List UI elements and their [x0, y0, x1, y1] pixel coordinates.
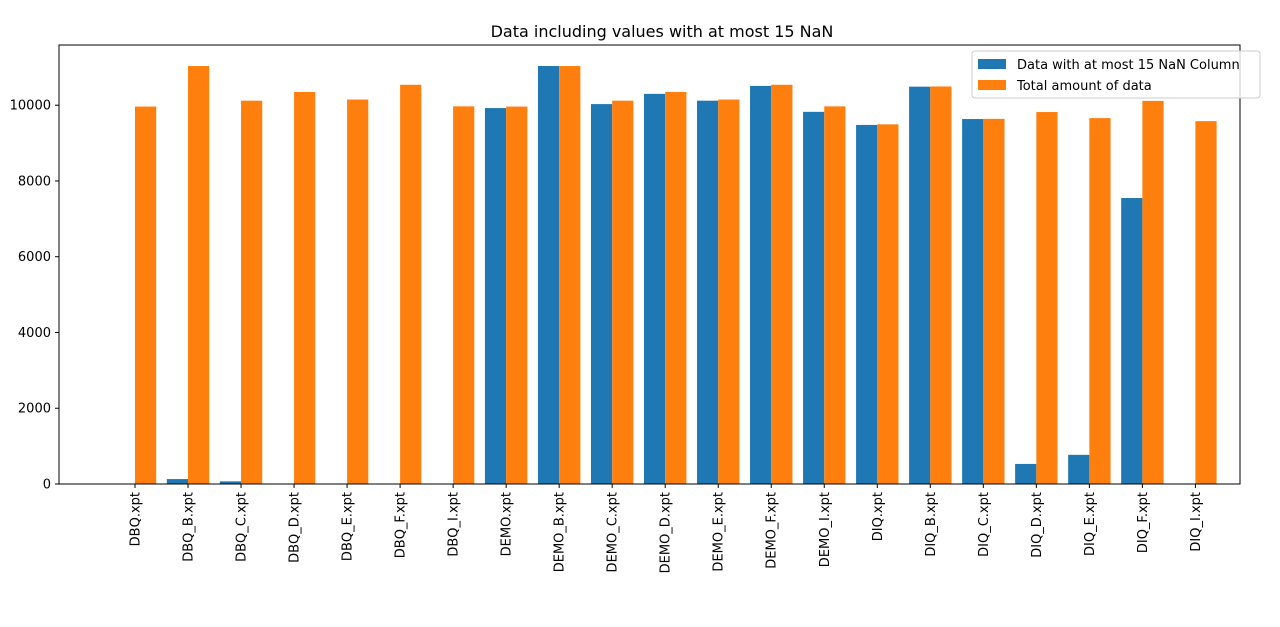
x-tick-label-18: DIQ_E.xpt — [1083, 492, 1098, 556]
bar-data-with-at-most-15-nan-7 — [484, 108, 507, 484]
bar-total-amount-0 — [135, 106, 157, 484]
bar-total-amount-4 — [347, 99, 369, 484]
bar-total-amount-6 — [453, 106, 475, 485]
bar-data-with-at-most-15-nan-17 — [1015, 463, 1037, 484]
chart-title: Data including values with at most 15 Na… — [491, 22, 834, 41]
bars-layer — [135, 66, 1217, 485]
bar-data-with-at-most-15-nan-2 — [219, 481, 242, 484]
x-tick-label-5: DBQ_F.xpt — [394, 492, 409, 558]
x-tick-label-6: DBQ_I.xpt — [447, 492, 462, 557]
x-tick-label-1: DBQ_B.xpt — [182, 492, 197, 562]
bar-total-amount-17 — [1036, 112, 1058, 484]
y-tick-label-2: 4000 — [18, 326, 51, 341]
x-tick-label-2: DBQ_C.xpt — [235, 492, 250, 562]
bar-data-with-at-most-15-nan-12 — [750, 85, 772, 484]
axes-layer: 0 2000 4000 6000 8000 10000 DBQ.xpt DBQ_B.xpt DB… — [10, 44, 1241, 573]
plot-frame — [58, 44, 1241, 485]
y-tick-label-0: 0 — [43, 478, 51, 493]
bar-total-amount-10 — [665, 91, 687, 484]
bar-total-amount-11 — [718, 99, 740, 484]
bar-data-with-at-most-15-nan-16 — [962, 119, 984, 484]
x-tick-label-20: DIQ_I.xpt — [1189, 492, 1204, 552]
bar-data-with-at-most-15-nan-18 — [1068, 454, 1090, 484]
bar-data-with-at-most-15-nan-15 — [909, 86, 931, 485]
y-tick-label-4: 8000 — [18, 174, 51, 189]
x-tick-label-10: DEMO_D.xpt — [659, 492, 674, 573]
x-tick-label-4: DBQ_E.xpt — [341, 492, 356, 561]
x-tick-label-7: DEMO.xpt — [500, 492, 515, 556]
bar-total-amount-19 — [1142, 100, 1164, 484]
bar-total-amount-3 — [294, 91, 316, 484]
bar-data-with-at-most-15-nan-10 — [644, 93, 666, 485]
x-tick-label-3: DBQ_D.xpt — [288, 492, 303, 563]
bar-total-amount-2 — [241, 100, 263, 484]
x-tick-label-19: DIQ_F.xpt — [1136, 492, 1151, 553]
bar-total-amount-14 — [877, 124, 899, 484]
bar-data-with-at-most-15-nan-14 — [856, 124, 878, 485]
x-tick-label-14: DIQ.xpt — [871, 492, 886, 541]
legend-label-1: Total amount of data — [1016, 79, 1152, 94]
bar-total-amount-15 — [930, 86, 952, 485]
bar-total-amount-16 — [983, 118, 1005, 484]
x-tick-label-12: DEMO_F.xpt — [765, 492, 780, 569]
bar-total-amount-1 — [188, 66, 210, 484]
bar-data-with-at-most-15-nan-1 — [166, 479, 189, 484]
bar-total-amount-9 — [612, 100, 634, 484]
x-tick-label-8: DEMO_B.xpt — [553, 492, 568, 572]
bar-data-with-at-most-15-nan-8 — [537, 66, 560, 484]
legend-swatch-0 — [978, 59, 1006, 69]
bar-total-amount-20 — [1195, 121, 1217, 485]
x-tick-label-0: DBQ.xpt — [129, 492, 144, 546]
y-tick-label-5: 10000 — [10, 99, 51, 114]
bar-data-with-at-most-15-nan-13 — [803, 111, 825, 484]
x-tick-label-15: DIQ_B.xpt — [924, 492, 939, 557]
bar-total-amount-12 — [771, 84, 793, 484]
bar-total-amount-13 — [824, 106, 846, 485]
x-tick-label-11: DEMO_E.xpt — [712, 492, 727, 572]
legend-swatch-1 — [978, 80, 1006, 90]
x-tick-label-9: DEMO_C.xpt — [606, 492, 621, 572]
x-tick-label-17: DIQ_D.xpt — [1030, 492, 1045, 558]
x-tick-label-13: DEMO_I.xpt — [818, 492, 833, 567]
bar-total-amount-8 — [559, 66, 581, 484]
bar-data-with-at-most-15-nan-9 — [590, 104, 613, 484]
y-tick-label-1: 2000 — [18, 402, 51, 417]
x-tick-label-16: DIQ_C.xpt — [977, 492, 992, 557]
legend-box — [971, 50, 1261, 99]
legend-label-0: Data with at most 15 NaN Column — [1017, 58, 1240, 73]
bar-data-with-at-most-15-nan-11 — [697, 100, 719, 484]
legend: Data with at most 15 NaN Column Total amo… — [971, 50, 1261, 99]
bar-data-with-at-most-15-nan-19 — [1121, 198, 1143, 484]
bar-total-amount-5 — [400, 84, 422, 484]
y-tick-label-3: 6000 — [18, 250, 51, 265]
bar-total-amount-7 — [506, 106, 528, 484]
bar-total-amount-18 — [1089, 118, 1111, 484]
